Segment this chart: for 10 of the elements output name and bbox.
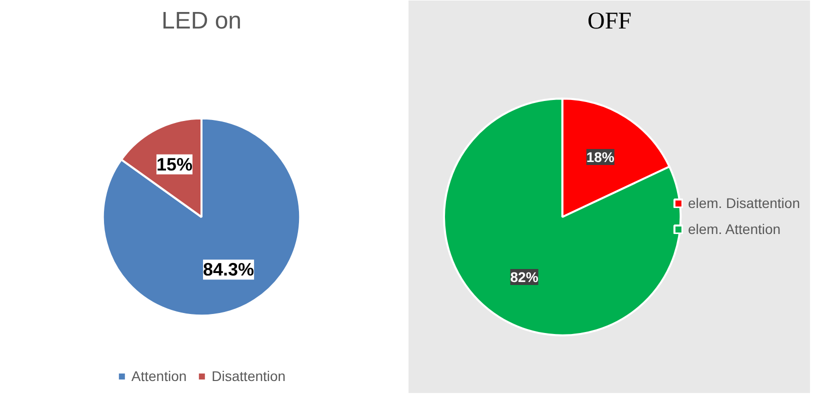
data-label: 82% xyxy=(510,268,539,285)
data-label: 18% xyxy=(586,149,615,166)
data-label: 84.3% xyxy=(203,260,254,280)
legend-label: Disattention xyxy=(212,368,286,384)
data-label: 15% xyxy=(156,154,192,174)
chart-title: OFF xyxy=(587,8,632,34)
chart-title: LED on xyxy=(161,8,242,34)
legend-label: elem. Attention xyxy=(688,220,781,236)
legend-label: elem. Disattention xyxy=(688,194,800,210)
legend-label: Attention xyxy=(131,368,187,384)
